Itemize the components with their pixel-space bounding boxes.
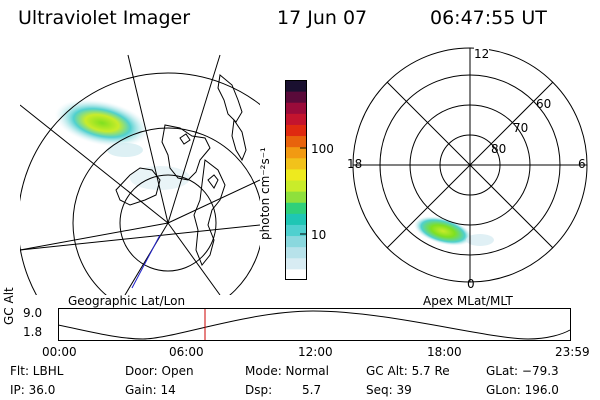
door-status: Door: Open <box>125 364 194 378</box>
instrument-title: Ultraviolet Imager <box>18 7 191 29</box>
glon-status: GLon: 196.0 <box>486 383 559 397</box>
aurora-emission-mag <box>413 216 473 246</box>
satellite-track <box>131 234 161 289</box>
colorbar-cell <box>285 268 307 280</box>
altitude-ytick-max: 9.0 <box>23 306 43 320</box>
colorbar-cell <box>285 113 307 125</box>
colorbar-cell <box>285 135 307 148</box>
colorbar-cell <box>285 191 307 203</box>
mode-status: Mode: Normal <box>245 364 329 378</box>
colorbar <box>285 80 307 280</box>
mlt-label-0: 0 <box>467 277 475 291</box>
altitude-ytick-min: 1.8 <box>23 325 43 339</box>
colorbar-cell <box>285 102 307 114</box>
colorbar-cell <box>285 168 307 181</box>
aurora-emission-geo <box>54 99 150 147</box>
colorbar-cell <box>285 157 307 170</box>
dsp-label: Dsp: <box>245 383 273 397</box>
altitude-xtick-3: 18:00 <box>427 345 462 359</box>
altitude-plot <box>58 308 571 341</box>
colorbar-cell <box>285 246 307 259</box>
colorbar-tick-10: 10 <box>311 228 327 242</box>
colorbar-cell <box>285 224 307 237</box>
magnetic-map-label: Apex MLat/MLT <box>423 294 513 308</box>
time-label: 06:47:55 UT <box>430 7 547 29</box>
glat-status: GLat: −79.3 <box>486 364 559 378</box>
mlt-label-18: 18 <box>347 157 363 171</box>
colorbar-unit-label: photon cm⁻²s⁻¹ <box>258 147 272 240</box>
colorbar-cell <box>285 80 307 92</box>
colorbar-cell <box>285 202 307 214</box>
gain-status: Gain: 14 <box>125 383 176 397</box>
colorbar-cell <box>285 146 307 159</box>
colorbar-tick-100: 100 <box>311 142 334 156</box>
ip-status: IP: 36.0 <box>10 383 56 397</box>
mlt-label-6: 6 <box>578 157 586 171</box>
colorbar-cell <box>285 235 307 248</box>
colorbar-cell <box>285 213 307 225</box>
seq-status: Seq: 39 <box>366 383 412 397</box>
colorbar-cell <box>285 124 307 137</box>
altitude-xtick-1: 06:00 <box>169 345 204 359</box>
mlt-label-12: 12 <box>474 47 490 61</box>
gc-alt-status: GC Alt: 5.7 Re <box>366 364 450 378</box>
magnetic-polar-map <box>352 47 588 283</box>
colorbar-cell <box>285 91 307 103</box>
mlat-label-80: 80 <box>491 142 507 156</box>
colorbar-cell <box>285 257 307 270</box>
dsp-value: 5.7 <box>302 383 322 397</box>
altitude-xtick-2: 12:00 <box>298 345 333 359</box>
colorbar-cell <box>285 180 307 192</box>
altitude-ylabel: GC Alt <box>2 287 16 325</box>
mlat-label-70: 70 <box>513 121 529 135</box>
geographic-map-label: Geographic Lat/Lon <box>68 294 186 308</box>
altitude-curve <box>58 310 571 340</box>
filter-status: Flt: LBHL <box>10 364 64 378</box>
altitude-xtick-4: 23:59 <box>555 345 590 359</box>
mlat-label-60: 60 <box>536 97 552 111</box>
date-label: 17 Jun 07 <box>277 7 368 29</box>
altitude-xtick-0: 00:00 <box>42 345 77 359</box>
geographic-map <box>20 54 260 295</box>
